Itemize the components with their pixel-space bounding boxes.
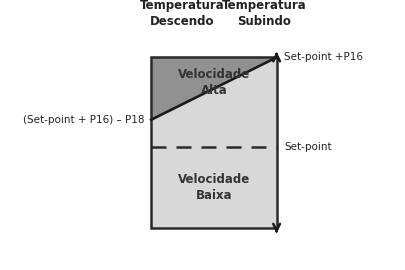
Text: Set-point: Set-point xyxy=(284,142,332,152)
Text: Temperatura
Subindo: Temperatura Subindo xyxy=(222,0,307,28)
FancyBboxPatch shape xyxy=(151,57,277,228)
Text: (Set-point + P16) – P18: (Set-point + P16) – P18 xyxy=(23,115,145,125)
Text: Velocidade
Baixa: Velocidade Baixa xyxy=(178,173,250,202)
Polygon shape xyxy=(151,57,277,120)
Text: Set-point +P16: Set-point +P16 xyxy=(284,52,363,62)
Text: Temperatura
Descendo: Temperatura Descendo xyxy=(140,0,225,28)
Text: Velocidade
Alta: Velocidade Alta xyxy=(178,68,250,97)
